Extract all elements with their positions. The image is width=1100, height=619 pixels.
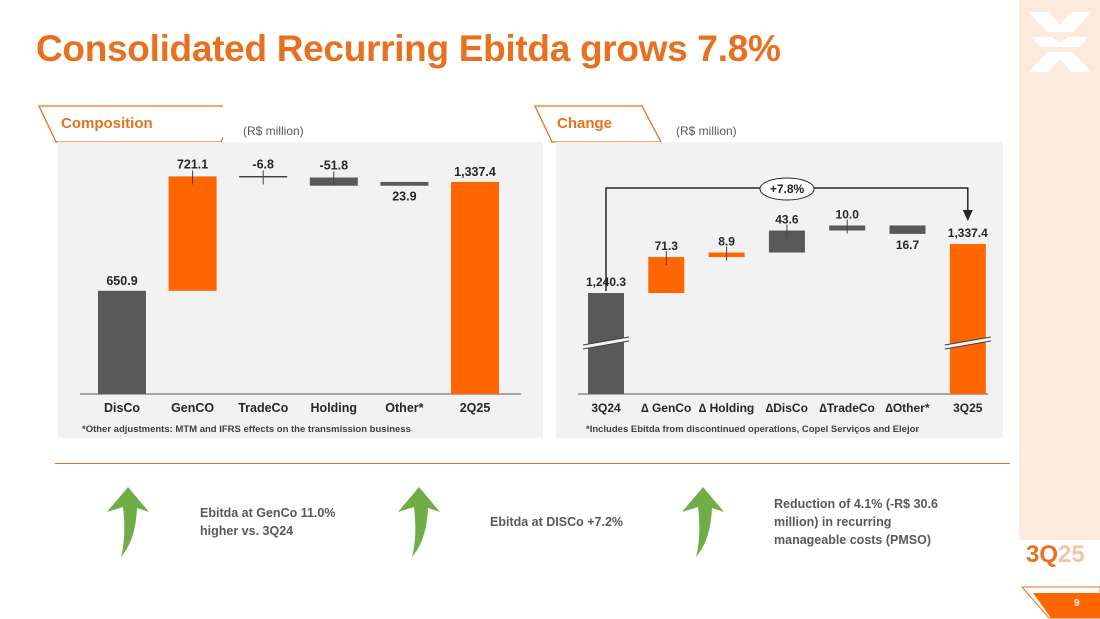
tick-label-other: Other* (385, 401, 423, 415)
copel-logo-icon (1029, 12, 1091, 72)
data-label-other: 16.7 (896, 238, 920, 252)
data-label-holding: 8.9 (718, 235, 735, 249)
tick-label-tradeco: TradeCo (238, 401, 288, 415)
axis-break-line (582, 340, 630, 350)
page-title: Consolidated Recurring Ebitda grows 7.8% (36, 28, 781, 69)
data-label-tradeco: -6.8 (252, 157, 274, 171)
composition-tab-label: Composition (61, 115, 153, 132)
tick-label-holding: Holding (311, 401, 358, 415)
data-label-tradeco: 10.0 (836, 207, 860, 221)
tick-label-holding: ∆ Holding (699, 401, 754, 415)
axis-break-gap (583, 337, 629, 349)
data-label-disco: 43.6 (775, 213, 799, 227)
up-arrow-icon (107, 487, 149, 557)
change-annotation-bubble (759, 177, 815, 201)
change-chart-panel: 1,240.3 3Q24 71.3 ∆ GenCo 8.9 ∆ Holding 43.6 ∆D… (556, 142, 1003, 438)
highlight-pmso: Reduction of 4.1% (-R$ 30.6 million) in … (774, 497, 938, 547)
data-label-2q25: 1,337.4 (454, 165, 496, 179)
quarter-badge: 3Q25 (1026, 541, 1085, 569)
axis-break-line (582, 336, 630, 346)
tick-label-tradeco: ∆TradeCo (820, 401, 875, 415)
side-band (1019, 0, 1100, 619)
tick-label-disco: ∆DisCo (766, 401, 808, 415)
composition-chart: 650.9 DisCo 721.1 GenCO -6.8 TradeCo -51.8 Hold… (80, 157, 521, 415)
data-label-holding: -51.8 (320, 159, 349, 173)
highlight-disco: Ebitda at DISCo +7.2% (490, 515, 624, 529)
bar-3q25 (949, 244, 986, 394)
composition-tab: Composition (38, 105, 223, 143)
up-arrow-icon (682, 487, 724, 557)
bar-disco (98, 290, 146, 394)
page-number: 9 (1074, 598, 1080, 609)
data-label-disco: 650.9 (106, 274, 137, 288)
bar-2q25 (451, 181, 499, 394)
section-divider (55, 463, 1010, 464)
highlight-genco: Ebitda at GenCo 11.0% higher vs. 3Q24 (200, 506, 336, 538)
composition-chart-panel: 650.9 DisCo 721.1 GenCO -6.8 TradeCo -51.8 Hold… (58, 142, 543, 438)
tick-label-genco: ∆ GenCo (641, 401, 691, 415)
axis-break-gap (944, 337, 991, 349)
composition-footnote: *Other adjustments: MTM and IFRS effects… (82, 424, 411, 435)
quarter-main: 3Q (1026, 541, 1059, 568)
up-arrow-icon (398, 487, 440, 557)
data-label-3q25: 1,337.4 (948, 226, 988, 240)
tick-label-other: ∆Other* (885, 401, 929, 415)
data-label-genco: 721.1 (177, 157, 208, 171)
change-arrowhead (962, 210, 973, 221)
data-label-genco: 71.3 (655, 239, 679, 253)
change-footnote: *Includes Ebitda from discontinued opera… (586, 424, 920, 435)
change-tab-label: Change (557, 115, 613, 132)
tick-label-2q25: 2Q25 (460, 401, 491, 415)
tick-label-3q25: 3Q25 (953, 401, 983, 415)
tick-label-3q24: 3Q24 (591, 401, 621, 415)
bar-genco (168, 176, 217, 291)
bar-disco (768, 230, 805, 253)
change-tab: Change (534, 105, 664, 143)
change-annotation: +7.8% (770, 182, 805, 196)
tick-label-disco: DisCo (104, 401, 140, 415)
right-unit-label: (R$ million) (676, 124, 737, 138)
bar-other (889, 225, 926, 234)
left-unit-label: (R$ million) (243, 124, 304, 138)
page-number-badge (1021, 586, 1100, 619)
axis-break-line (944, 340, 991, 350)
axis-break-line (944, 336, 991, 346)
quarter-faint: 25 (1058, 541, 1085, 568)
bar-other (380, 181, 429, 186)
data-label-other: 23.9 (392, 190, 416, 204)
tick-label-genco: GenCO (171, 401, 214, 415)
